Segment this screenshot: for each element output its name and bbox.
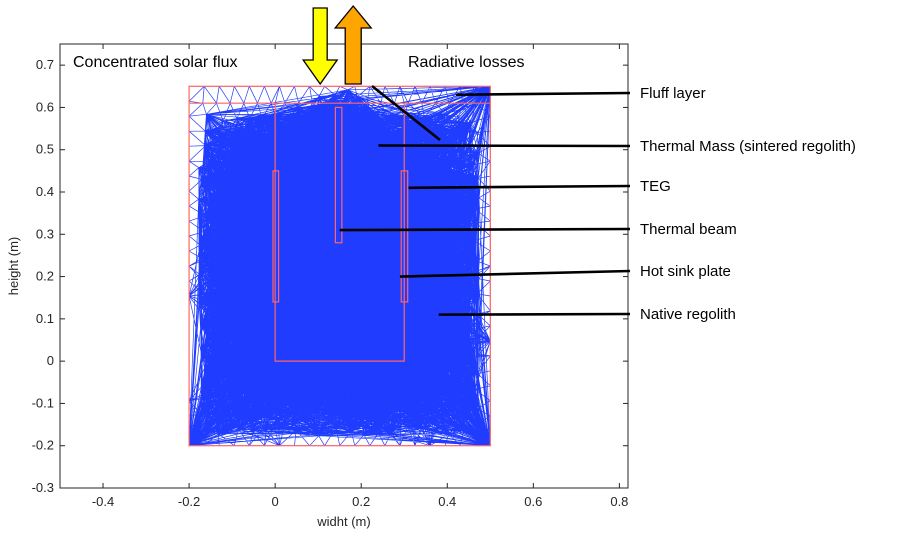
triangular-mesh <box>188 85 491 447</box>
y-tick-label: 0.4 <box>36 184 54 199</box>
radiative-losses-leader-line <box>371 84 441 142</box>
outer-boundary <box>188 85 491 447</box>
axes-box <box>59 43 629 489</box>
annotation-leader-line <box>455 91 631 97</box>
flux-arrows <box>301 4 373 86</box>
x-tick-label: 0 <box>272 494 279 509</box>
annotation-leader-line <box>339 227 631 232</box>
radiative-losses-arrow <box>333 4 373 85</box>
annotation-label: TEG <box>640 178 671 195</box>
annotation-leader-line <box>438 312 631 316</box>
x-axis-label: widht (m) <box>316 514 370 529</box>
annotation-leader-line <box>408 184 631 190</box>
y-tick-label: -0.3 <box>32 480 54 495</box>
y-tick-label: -0.2 <box>32 438 54 453</box>
y-axis-ticks: 0.7 0.6 0.5 0.4 0.3 0.2 0.1 0 -0.1 -0.2 -0.3 <box>32 57 628 495</box>
annotation-label: Native regolith <box>640 306 736 323</box>
y-tick-label: -0.1 <box>32 395 54 410</box>
annotation-leader-line <box>399 269 631 278</box>
solar-flux-arrow <box>301 7 339 86</box>
y-tick-label: 0.1 <box>36 311 54 326</box>
x-tick-label: 0.2 <box>352 494 370 509</box>
x-tick-label: 0.4 <box>438 494 456 509</box>
x-tick-label: -0.4 <box>92 494 114 509</box>
y-tick-label: 0 <box>47 353 54 368</box>
y-tick-label: 0.5 <box>36 142 54 157</box>
annotation-leader-line <box>378 144 631 148</box>
left-hot-sink-plate <box>272 170 280 303</box>
y-tick-label: 0.3 <box>36 226 54 241</box>
annotation-label: Hot sink plate <box>640 263 731 280</box>
x-tick-label: -0.2 <box>178 494 200 509</box>
y-axis-label: height (m) <box>6 237 21 296</box>
x-tick-label: 0.6 <box>524 494 542 509</box>
mesh-edges <box>188 85 491 447</box>
y-tick-label: 0.6 <box>36 99 54 114</box>
y-tick-label: 0.7 <box>36 57 54 72</box>
right-hot-sink-plate <box>400 170 409 303</box>
annotation-label: Fluff layer <box>640 85 706 102</box>
region-boundaries <box>188 85 491 447</box>
y-tick-label: 0.2 <box>36 269 54 284</box>
thermal-mass-boundary <box>274 103 405 362</box>
annotation-label: Thermal Mass (sintered regolith) <box>640 138 856 155</box>
annotation-label: Thermal beam <box>640 221 737 238</box>
x-tick-label: 0.8 <box>610 494 628 509</box>
annotations: Fluff layer Thermal Mass (sintered regoli… <box>339 84 856 323</box>
radiative-losses-label: Radiative losses <box>408 54 525 71</box>
center-thermal-beam <box>334 106 343 244</box>
solar-flux-label: Concentrated solar flux <box>73 54 238 71</box>
